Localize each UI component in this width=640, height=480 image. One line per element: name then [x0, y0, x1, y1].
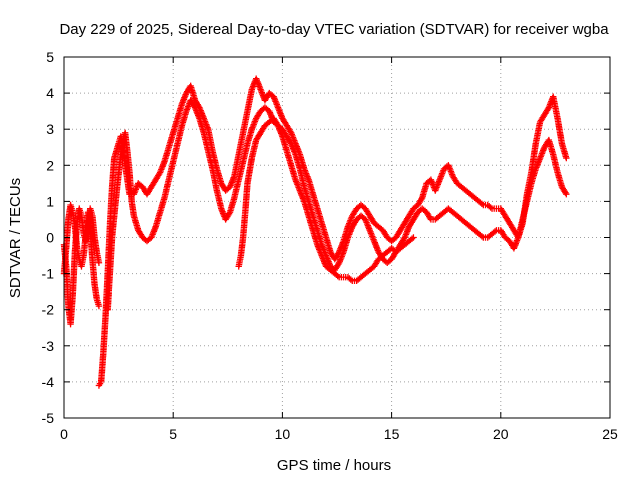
y-tick-label: 4 — [46, 85, 54, 101]
plus-markers — [235, 115, 417, 285]
y-tick-label: -2 — [42, 302, 55, 318]
y-tick-label: 0 — [46, 230, 54, 246]
x-tick-label: 0 — [60, 426, 68, 442]
chart-title: Day 229 of 2025, Sidereal Day-to-day VTE… — [59, 21, 609, 38]
y-tick-label: 1 — [46, 193, 54, 209]
x-axis-label: GPS time / hours — [277, 457, 391, 474]
x-tick-label: 20 — [493, 426, 509, 442]
y-tick-label: 3 — [46, 121, 54, 137]
x-tick-label: 15 — [384, 426, 400, 442]
series-track-e — [235, 115, 417, 285]
tick-labels: 0 5 10 15 20 25 -5 -4 -3 -2 -1 0 1 2 3 4 5 — [42, 49, 618, 442]
y-tick-label: 5 — [46, 49, 54, 65]
x-tick-label: 25 — [602, 426, 618, 442]
y-axis-label: SDTVAR / TECUs — [7, 178, 24, 298]
plus-markers — [104, 97, 570, 313]
y-tick-label: -1 — [42, 266, 55, 282]
y-tick-label: 2 — [46, 157, 54, 173]
axis-ticks — [63, 56, 611, 419]
y-tick-label: -5 — [42, 410, 55, 426]
series-track-d — [104, 97, 570, 313]
y-tick-label: -4 — [42, 374, 55, 390]
x-tick-label: 5 — [169, 426, 177, 442]
data-points — [60, 75, 570, 389]
x-tick-label: 10 — [275, 426, 291, 442]
y-tick-label: -3 — [42, 338, 55, 354]
